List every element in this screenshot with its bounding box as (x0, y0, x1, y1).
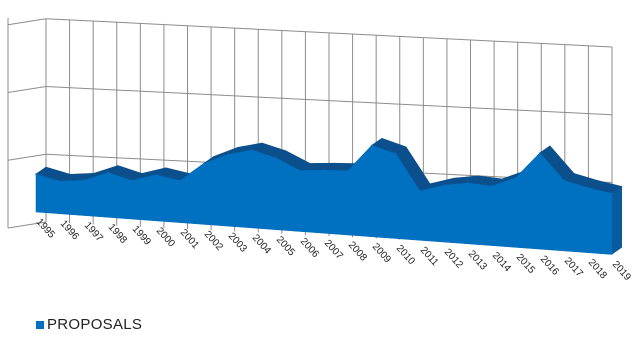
x-tick-label: 2013 (466, 248, 489, 272)
data-point (83, 179, 85, 182)
legend: PROPOSALS (36, 316, 142, 333)
x-tick-label: 2006 (298, 236, 321, 260)
x-tick-label: 2005 (274, 234, 297, 258)
data-point (587, 186, 589, 189)
data-point (59, 180, 61, 183)
grid-line-side (7, 18, 47, 26)
data-point (467, 182, 469, 184)
x-tick-label: 2009 (370, 241, 393, 265)
data-point (179, 179, 181, 182)
data-point (419, 190, 421, 192)
grid-line-side (7, 153, 47, 161)
data-point (155, 173, 157, 176)
x-tick-label: 2002 (202, 229, 225, 253)
data-point (371, 144, 373, 147)
data-point (395, 153, 397, 155)
data-point (35, 173, 37, 175)
grid-line-horizontal (45, 85, 613, 116)
data-point (131, 179, 133, 182)
x-tick-label: 2019 (610, 259, 633, 283)
data-point (563, 179, 565, 182)
data-point (107, 171, 109, 174)
x-tick-label: 1996 (58, 218, 81, 242)
x-tick-label: 1999 (130, 224, 153, 248)
grid-line-horizontal (45, 18, 613, 48)
data-point (323, 169, 325, 172)
data-point (227, 153, 229, 156)
data-point (491, 185, 493, 187)
grid-line-side (7, 221, 47, 229)
x-tick-label: 1997 (82, 220, 105, 244)
x-tick-label: 2017 (562, 256, 585, 280)
data-point (275, 157, 277, 159)
data-point (203, 162, 205, 165)
x-tick-label: 2011 (418, 245, 441, 269)
x-tick-label: 2018 (586, 257, 609, 281)
x-tick-label: 2010 (394, 243, 417, 267)
grid-line-side (7, 85, 47, 93)
data-point (539, 152, 541, 154)
x-tick-label: 2014 (490, 250, 513, 274)
legend-label: PROPOSALS (47, 316, 143, 333)
x-tick-label: 1995 (34, 217, 57, 241)
x-tick-label: 2000 (154, 225, 177, 249)
area-front-face (35, 144, 613, 255)
data-point (611, 192, 613, 195)
x-tick-label: 1998 (106, 222, 129, 246)
x-tick-label: 2008 (346, 240, 369, 264)
data-point (347, 169, 349, 172)
x-tick-label: 2003 (226, 231, 249, 255)
x-tick-label: 2016 (538, 254, 561, 278)
x-tick-label: 2015 (514, 252, 537, 276)
data-point (299, 169, 301, 172)
legend-swatch (36, 320, 44, 329)
data-point (251, 149, 253, 151)
x-tick-label: 2012 (442, 247, 465, 271)
x-tick-label: 2004 (250, 233, 273, 257)
series-area (35, 137, 623, 255)
area-side-face (612, 186, 622, 255)
data-point (443, 184, 445, 186)
x-tick-label: 2007 (322, 238, 345, 262)
x-tick-label: 2001 (178, 227, 201, 251)
data-point (515, 176, 517, 179)
